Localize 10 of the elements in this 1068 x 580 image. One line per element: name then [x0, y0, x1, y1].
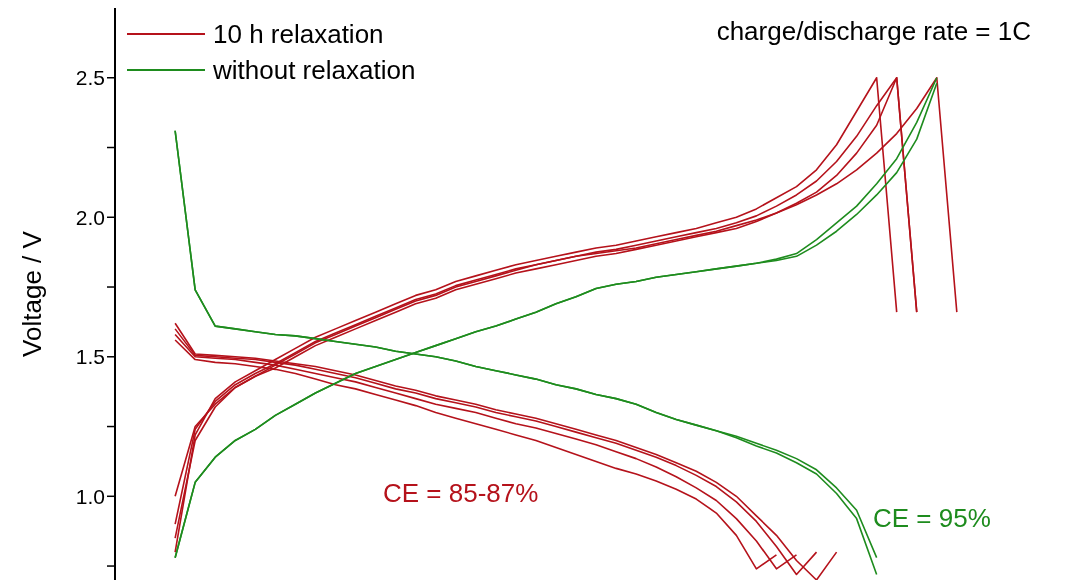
y-tick-label: 2.0 [75, 205, 105, 229]
annotation: CE = 85-87% [383, 478, 539, 509]
y-tick-label: 1.5 [75, 345, 105, 369]
y-tick-label: 2.5 [75, 66, 105, 90]
y-tick-label: 1.0 [75, 484, 105, 508]
legend-label: 10 h relaxation [213, 18, 384, 51]
legend-label: without relaxation [213, 54, 416, 87]
annotation: CE = 95% [873, 503, 991, 534]
y-axis-title: Voltage / V [17, 230, 48, 357]
annotation: charge/discharge rate = 1C [716, 16, 1031, 47]
